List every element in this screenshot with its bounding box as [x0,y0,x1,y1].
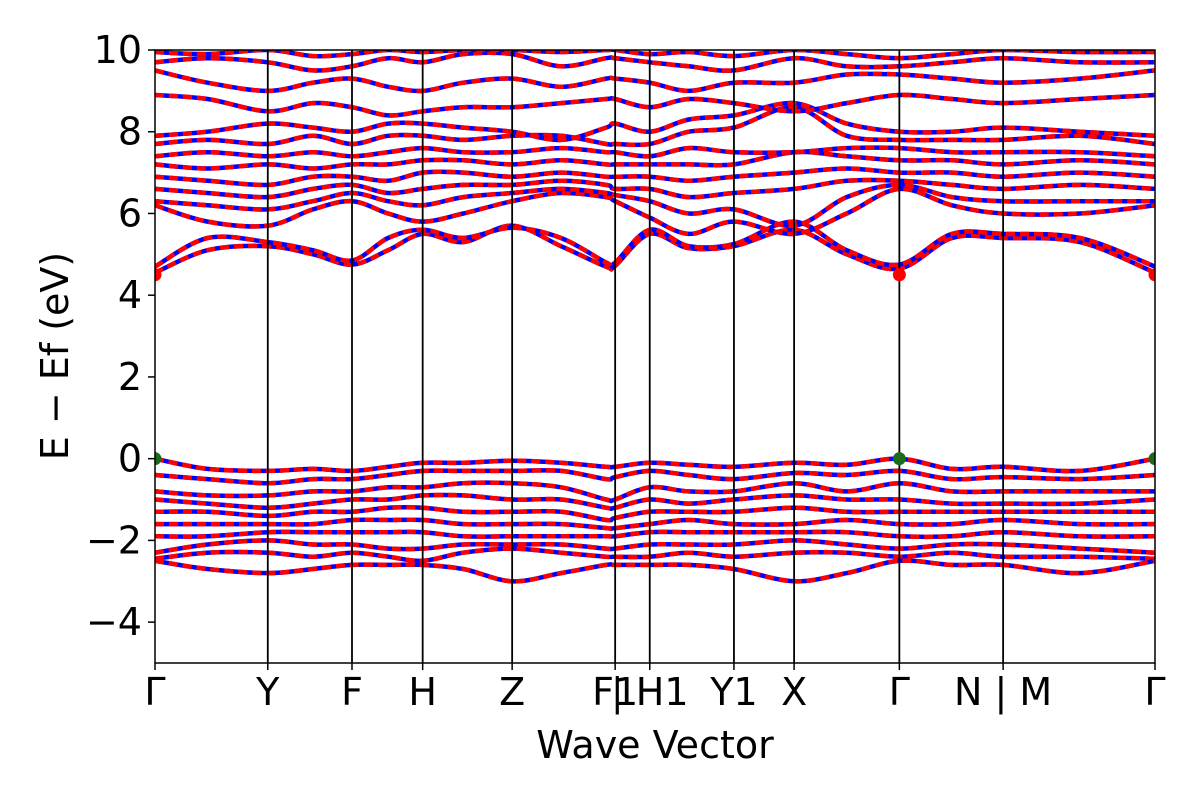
conduction-band-spin-up [155,100,1155,143]
band-extrema-markers [155,268,1155,466]
vbm-marker [892,452,906,466]
cbm-marker [155,268,162,282]
valence-band-spin-up [155,546,1155,564]
conduction-band-spin-up [155,166,1155,188]
x-tick-label: | H1 [611,670,689,715]
conduction-band-spin-down [155,145,1155,159]
x-tick-label: Z [499,670,525,714]
valence-band-spin-up [155,468,1155,486]
conduction-band-spin-up [155,186,1155,237]
conduction-band-spin-up [155,223,1155,275]
conduction-band-spin-up [155,68,1155,94]
x-axis: Γ Y F H Z F1| H1 Y1 X Γ N | M Γ [144,663,1166,715]
y-tick-label: −4 [86,600,142,644]
y-tick-label: 8 [118,110,142,154]
valence-band-spin-up [155,456,1155,474]
conduction-band-spin-up [155,145,1155,159]
y-tick-label: 2 [118,355,142,399]
conduction-band-spin-up [155,104,1155,148]
vbm-marker [155,452,162,466]
y-tick-label: 4 [118,273,142,317]
x-tick-label: X [781,670,807,714]
conduction-band-spin-up [155,92,1155,118]
y-tick-label: 6 [118,191,142,235]
x-tick-label: Y1 [709,670,757,714]
conduction-band-spin-up [155,50,1155,73]
x-tick-label: Y [255,670,280,714]
vbm-marker [1148,452,1155,466]
y-tick-label: 10 [94,28,142,72]
x-tick-label: Γ [144,670,165,714]
x-tick-label: F1 [592,670,638,714]
valence-band-spin-up [155,480,1155,504]
x-axis-label: Wave Vector [536,723,774,767]
y-axis: −4 −2 0 2 4 6 8 10 [86,28,155,644]
y-tick-label: −2 [86,518,142,562]
y-tick-label: 0 [118,437,142,481]
x-tick-label: H [408,670,437,714]
x-tick-label: N | M [954,670,1052,715]
conduction-band-spin-down [155,219,1155,269]
cbm-marker [892,268,906,282]
high-symmetry-lines [266,50,1005,663]
valence-band-spin-up [155,492,1155,511]
valence-band-spin-down [155,517,1155,531]
x-tick-label: F [341,670,363,714]
plot-frame [154,49,1156,664]
valence-band-spin-down [155,529,1155,540]
x-tick-label: Γ [1144,670,1165,714]
valence-band-spin-up [155,504,1155,523]
valence-band-spin-up [155,558,1155,584]
y-axis-label: E − Ef (eV) [33,252,77,461]
conduction-band-spin-up [155,50,1155,61]
conduction-band-spin-up [155,149,1155,171]
valence-band-spin-down [155,538,1155,555]
conduction-band-spin-up [155,177,1155,200]
conduction-band-spin-up [155,182,1155,229]
x-tick-label: Γ [889,670,910,714]
cbm-marker [1148,268,1155,282]
band-lines [155,50,1155,584]
valence-band-spin-up [155,538,1155,555]
